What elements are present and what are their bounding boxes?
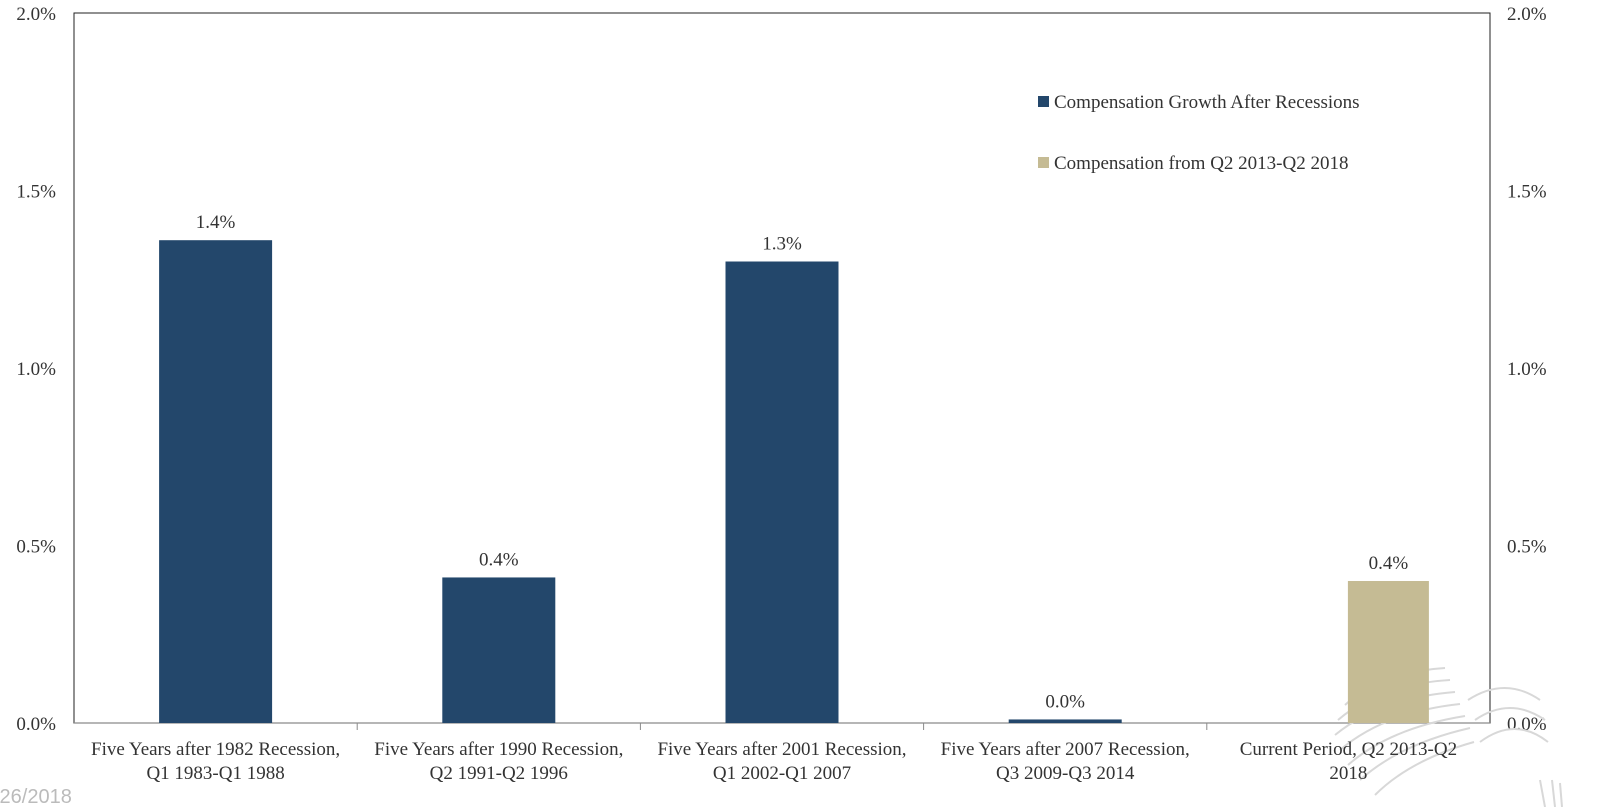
x-category-label: Five Years after 1982 Recession, <box>91 739 340 760</box>
bar <box>725 261 839 723</box>
y-tick-label-left: 1.0% <box>16 359 56 380</box>
bar <box>1347 581 1429 723</box>
footer-date: /26/2018 <box>0 786 72 807</box>
x-category-label: Five Years after 2001 Recession, <box>657 739 906 760</box>
data-label: 0.4% <box>1369 553 1409 574</box>
y-tick-label-left: 0.5% <box>16 537 56 558</box>
bar <box>442 577 556 723</box>
x-category-label: Q1 2002-Q1 2007 <box>713 763 851 784</box>
x-category-label: Q1 1983-Q1 1988 <box>146 763 284 784</box>
y-tick-label-right: 2.0% <box>1507 4 1547 25</box>
legend: Compensation Growth After Recessions Comp… <box>1038 92 1360 174</box>
x-category-label: Q3 2009-Q3 2014 <box>996 763 1135 784</box>
bar-series <box>159 240 1429 723</box>
legend-swatch <box>1038 96 1049 107</box>
legend-label: Compensation from Q2 2013-Q2 2018 <box>1054 153 1348 174</box>
eagle-seal-watermark <box>1334 667 1563 807</box>
y-tick-label-left: 0.0% <box>16 714 56 735</box>
y-tick-label-left: 1.5% <box>16 182 56 203</box>
bar <box>1008 719 1122 723</box>
bar <box>159 240 273 723</box>
x-category-label: Five Years after 2007 Recession, <box>941 739 1190 760</box>
legend-label: Compensation Growth After Recessions <box>1054 92 1360 113</box>
data-label: 1.3% <box>762 234 802 255</box>
data-labels: 1.4% 0.4% 1.3% 0.0% 0.4% <box>196 212 1409 712</box>
x-category-label: 2018 <box>1329 763 1367 784</box>
x-category-label: Q2 1991-Q2 1996 <box>430 763 568 784</box>
left-y-axis: 0.0% 0.5% 1.0% 1.5% 2.0% <box>16 4 56 735</box>
x-category-label: Current Period, Q2 2013-Q2 <box>1240 739 1457 760</box>
data-label: 0.4% <box>479 549 519 570</box>
data-label: 0.0% <box>1045 691 1085 712</box>
y-tick-label-right: 1.5% <box>1507 182 1547 203</box>
legend-swatch <box>1038 157 1049 168</box>
x-axis-category-labels: Five Years after 1982 Recession, Q1 1983-… <box>91 739 1457 784</box>
y-tick-label-right: 0.5% <box>1507 537 1547 558</box>
y-tick-label-left: 2.0% <box>16 4 56 25</box>
right-y-axis: 0.0%0.5%1.0%1.5%2.0% <box>1507 4 1547 735</box>
y-tick-label-right: 1.0% <box>1507 359 1547 380</box>
x-category-label: Five Years after 1990 Recession, <box>374 739 623 760</box>
data-label: 1.4% <box>196 212 236 233</box>
